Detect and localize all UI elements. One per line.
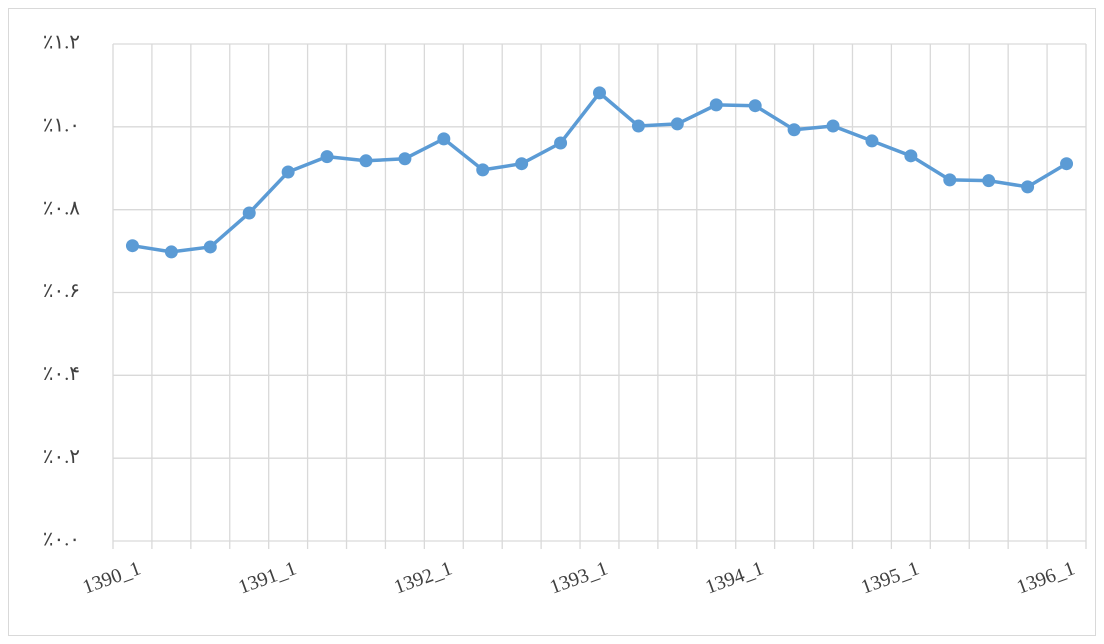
point [826, 119, 840, 133]
y-tick-label: ٪۰.۲ [43, 446, 80, 468]
point [1060, 157, 1074, 171]
point [164, 245, 178, 259]
y-tick-label: ٪۱.۲ [43, 32, 80, 54]
point [748, 99, 762, 113]
point [554, 136, 568, 150]
y-tick-label: ٪۰.۰ [43, 529, 80, 551]
point [593, 86, 606, 100]
point [437, 132, 451, 146]
point [359, 154, 373, 168]
point [203, 240, 217, 254]
point [904, 149, 918, 163]
point [515, 157, 529, 171]
point [865, 134, 879, 148]
point [787, 123, 801, 137]
point [125, 239, 139, 253]
y-tick-label: ٪۱.۰ [43, 114, 80, 136]
point [670, 117, 684, 131]
point [631, 119, 645, 133]
point [281, 165, 295, 179]
point [242, 206, 256, 220]
point [709, 98, 723, 112]
y-tick-label: ٪۰.۶ [43, 280, 80, 302]
y-tick-label: ٪۰.۴ [43, 363, 80, 385]
point [943, 173, 957, 187]
point [320, 150, 334, 164]
y-tick-label: ٪۰.۸ [43, 197, 80, 219]
point [982, 174, 996, 188]
point [476, 163, 490, 177]
point [1021, 180, 1035, 194]
point [398, 152, 412, 166]
chart-border [8, 8, 1096, 636]
